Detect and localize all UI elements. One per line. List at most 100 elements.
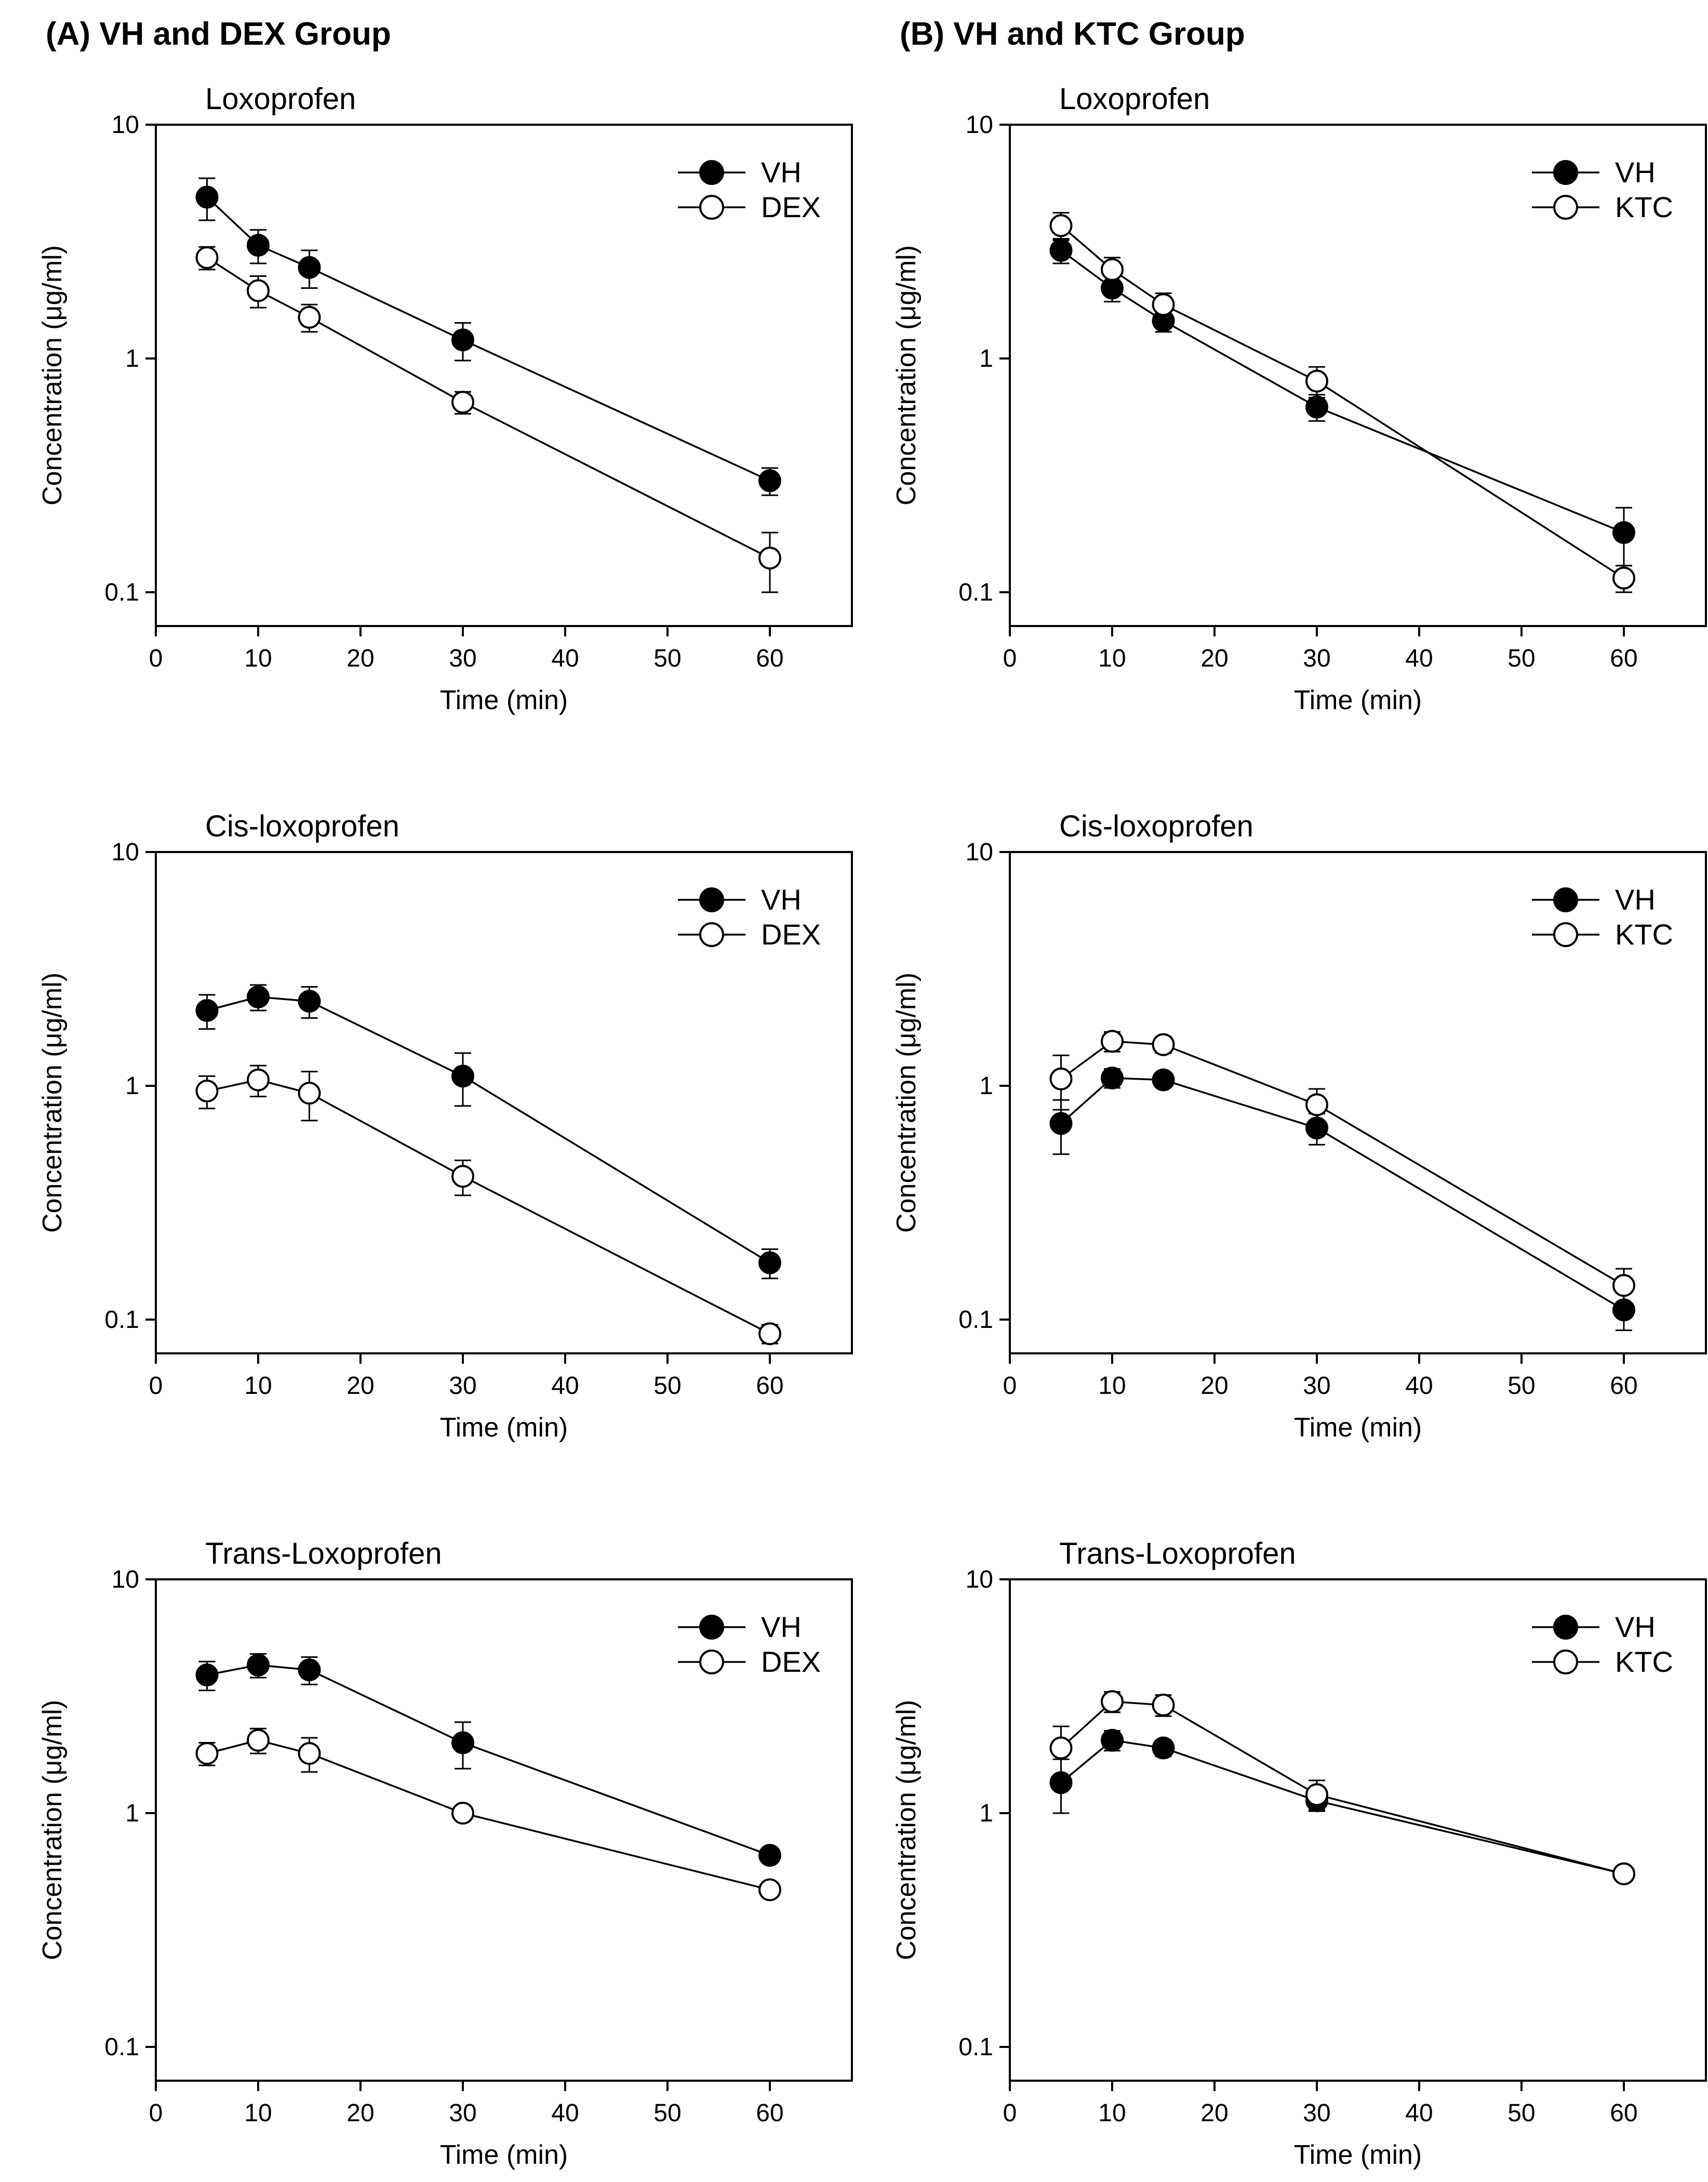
- legend-label: VH: [1615, 1611, 1656, 1643]
- open-circle-marker: [1101, 258, 1124, 281]
- x-tick-label: 60: [1610, 1372, 1637, 1400]
- plot-frame: [1009, 1578, 1707, 2082]
- open-circle-marker: [1101, 1690, 1124, 1713]
- plot-frame: [155, 851, 853, 1354]
- y-axis: 10 1 0.1: [104, 839, 156, 1334]
- chart-a-loxoprofen: Loxoprofen 0 10 20 30 40 50 60 Time (min) 10 1 0.1 C…: [37, 82, 853, 715]
- open-circle-marker: [758, 1322, 781, 1346]
- legend-filled-circle-marker: [699, 1615, 724, 1640]
- legend-label: KTC: [1615, 1645, 1673, 1678]
- chart-cell-a1: Loxoprofen 0 10 20 30 40 50 60 Time (min) 10 1 0.1 C…: [0, 0, 854, 727]
- x-tick-label: 10: [244, 1372, 272, 1400]
- legend-filled-circle-marker: [699, 160, 724, 185]
- x-tick-label: 50: [653, 645, 681, 672]
- open-circle-marker: [195, 1742, 219, 1765]
- subplot-title: Cis-loxoprofen: [205, 809, 399, 843]
- chart-a-trans-loxoprofen: Trans-Loxoprofen 0 10 20 30 40 50 60 Time (min) 1…: [37, 1537, 853, 2170]
- chart-b-trans-loxoprofen: Trans-Loxoprofen 0 10 20 30 40 50 60 Time (min) 1…: [891, 1537, 1707, 2170]
- y-tick-label: 0.1: [104, 1306, 139, 1334]
- x-tick-label: 40: [1405, 645, 1433, 672]
- x-tick-label: 20: [346, 2099, 374, 2127]
- legend-entry-ktc: KTC: [1532, 191, 1673, 223]
- series-line: [1060, 1040, 1624, 1286]
- legend-filled-circle-marker: [1553, 160, 1578, 185]
- series-line: [1060, 1077, 1624, 1311]
- x-tick-label: 0: [1003, 1372, 1017, 1400]
- y-tick-label: 0.1: [104, 2033, 139, 2061]
- legend-label: VH: [761, 1611, 802, 1643]
- x-axis-title: Time (min): [1294, 2140, 1422, 2170]
- x-tick-label: 50: [1507, 1372, 1535, 1400]
- y-axis-title: Concentration (μg/ml): [891, 973, 922, 1233]
- legend-open-circle-marker: [1553, 195, 1578, 220]
- x-tick-label: 10: [244, 645, 272, 672]
- series-vh: [195, 984, 781, 1280]
- y-tick-label: 1: [979, 345, 993, 372]
- legend-entry-dex: DEX: [678, 918, 821, 951]
- legend-label: DEX: [761, 191, 821, 223]
- y-tick-label: 10: [112, 111, 139, 139]
- legend-label: VH: [761, 883, 802, 916]
- x-tick-label: 60: [756, 1372, 783, 1400]
- open-circle-marker: [758, 1878, 781, 1901]
- legend-open-circle-marker: [699, 1649, 724, 1674]
- y-axis: 10 1 0.1: [104, 1566, 156, 2061]
- filled-circle-marker: [247, 985, 270, 1008]
- y-axis: 10 1 0.1: [958, 111, 1010, 606]
- x-tick-label: 50: [653, 2099, 681, 2127]
- x-tick-label: 40: [551, 1372, 579, 1400]
- legend-entry-vh: VH: [678, 883, 802, 916]
- y-tick-label: 1: [125, 1800, 139, 1827]
- x-tick-label: 50: [1507, 2099, 1535, 2127]
- filled-circle-marker: [758, 1251, 781, 1274]
- series-vh: [1049, 238, 1635, 567]
- legend-entry-dex: DEX: [678, 191, 821, 223]
- y-axis: 10 1 0.1: [104, 111, 156, 606]
- x-tick-label: 60: [756, 2099, 783, 2127]
- y-tick-label: 1: [125, 345, 139, 372]
- filled-circle-marker: [298, 990, 321, 1013]
- x-tick-label: 30: [449, 2099, 476, 2127]
- filled-circle-marker: [195, 185, 219, 209]
- legend-label: DEX: [761, 1645, 821, 1678]
- plot-frame: [1009, 851, 1707, 1354]
- y-tick-label: 1: [979, 1800, 993, 1827]
- filled-circle-marker: [1049, 238, 1073, 262]
- series-line: [207, 996, 770, 1264]
- x-tick-label: 10: [1098, 1372, 1126, 1400]
- x-tick-label: 0: [1003, 645, 1017, 672]
- filled-circle-marker: [195, 999, 219, 1022]
- x-tick-label: 60: [1610, 645, 1637, 672]
- filled-circle-marker: [758, 1844, 781, 1867]
- y-axis-title: Concentration (μg/ml): [37, 245, 68, 505]
- open-circle-marker: [758, 547, 781, 570]
- open-circle-marker: [1152, 293, 1175, 316]
- x-tick-label: 60: [1610, 2099, 1637, 2127]
- filled-circle-marker: [247, 234, 270, 257]
- open-circle-marker: [1612, 1862, 1635, 1885]
- open-circle-marker: [1612, 1274, 1635, 1297]
- series-line: [1060, 1700, 1624, 1875]
- x-tick-label: 20: [346, 645, 374, 672]
- open-circle-marker: [451, 1165, 474, 1188]
- open-circle-marker: [195, 246, 219, 269]
- chart-cell-b3: Trans-Loxoprofen 0 10 20 30 40 50 60 Time (min) 1…: [854, 1455, 1708, 2182]
- y-tick-label: 10: [112, 1566, 139, 1593]
- x-axis: 0 10 20 30 40 50 60: [149, 2081, 784, 2127]
- open-circle-marker: [298, 1742, 321, 1765]
- legend-open-circle-marker: [699, 922, 724, 947]
- filled-circle-marker: [1101, 1066, 1124, 1089]
- x-tick-label: 40: [551, 2099, 579, 2127]
- filled-circle-marker: [1101, 1728, 1124, 1752]
- open-circle-marker: [247, 279, 270, 302]
- series-vh: [195, 1653, 781, 1867]
- legend-filled-circle-marker: [1553, 887, 1578, 912]
- open-circle-marker: [1152, 1033, 1175, 1056]
- chart-cell-a3: Trans-Loxoprofen 0 10 20 30 40 50 60 Time (min) 1…: [0, 1455, 854, 2182]
- filled-circle-marker: [451, 328, 474, 352]
- x-tick-label: 40: [1405, 2099, 1433, 2127]
